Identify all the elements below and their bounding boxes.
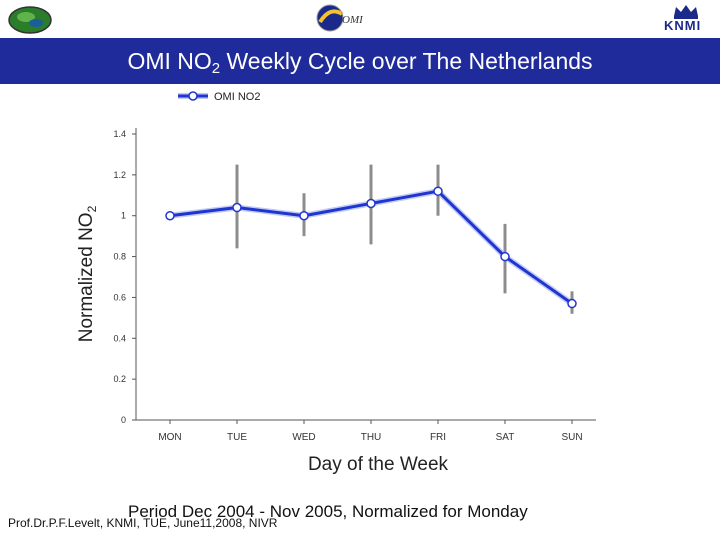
legend-label: OMI NO2 — [214, 91, 260, 103]
y-tick-label: 0.2 — [113, 374, 126, 384]
y-tick-label: 0 — [121, 415, 126, 425]
y-tick-label: 0.8 — [113, 252, 126, 262]
knmi-logo-text: KNMI — [664, 18, 702, 33]
omi-logo-text: OMI — [342, 14, 363, 26]
x-tick-label: WED — [292, 432, 315, 443]
x-tick-label: SAT — [496, 432, 515, 443]
title-rest: Weekly Cycle over The Netherlands — [220, 48, 593, 74]
data-point — [232, 202, 242, 213]
data-point — [366, 198, 376, 209]
author-credit: Prof.Dr.P.F.Levelt, KNMI, TUE, June11,20… — [8, 516, 278, 530]
title-bar: OMI NO2 Weekly Cycle over The Netherland… — [0, 38, 720, 84]
period-caption: Period Dec 2004 - Nov 2005, Normalized f… — [128, 502, 528, 521]
x-axis-title: Day of the Week — [308, 454, 449, 475]
omi-logo — [310, 2, 376, 34]
x-tick-label: TUE — [227, 432, 247, 443]
y-tick-label: 1.2 — [113, 170, 126, 180]
data-point — [299, 210, 309, 221]
y-axis-title-main: Normalized NO — [76, 212, 97, 342]
x-tick-label: FRI — [430, 432, 446, 443]
crown-icon — [674, 5, 698, 19]
chart-area: 0 0.2 0.4 0.6 0.8 1 1.2 1.4 MON TUE WED THU FRI SAT SU… — [0, 84, 720, 484]
data-point — [500, 251, 510, 262]
y-tick-label: 1 — [121, 211, 126, 221]
x-tick-label: SUN — [561, 432, 582, 443]
y-tick-label: 1.4 — [113, 129, 126, 139]
title-subscript: 2 — [211, 60, 221, 77]
line-chart: 0 0.2 0.4 0.6 0.8 1 1.2 1.4 MON TUE WED THU FRI SAT SU… — [76, 91, 596, 475]
y-axis-title: Normalized NO2 — [76, 205, 99, 342]
page-title: OMI NO2 Weekly Cycle over The Netherland… — [0, 38, 720, 84]
knmi-logo — [660, 2, 712, 38]
omi-emblem-icon — [316, 4, 344, 32]
legend-marker — [188, 91, 198, 101]
y-tick-label: 0.6 — [113, 292, 126, 302]
project-logo — [6, 2, 54, 36]
x-tick-label: MON — [158, 432, 181, 443]
y-axis-title-subscript: 2 — [85, 205, 99, 212]
globe-logo-icon — [8, 6, 52, 34]
x-tick-label: THU — [361, 432, 382, 443]
data-point — [433, 186, 443, 196]
title-main: OMI NO — [127, 48, 212, 74]
y-tick-label: 0.4 — [113, 333, 126, 343]
data-point — [165, 210, 175, 221]
data-point — [567, 298, 577, 309]
